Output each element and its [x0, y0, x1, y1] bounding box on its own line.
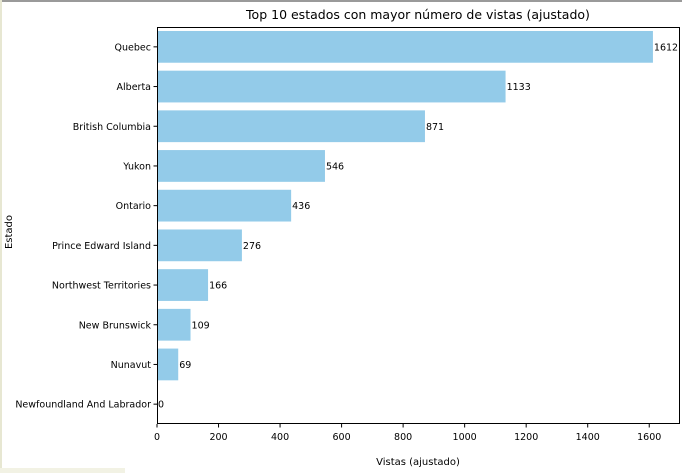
bar [157, 269, 209, 301]
bar [157, 189, 292, 222]
y-tick-label: New Brunswick [79, 320, 152, 331]
x-tick-label: 200 [209, 432, 227, 443]
x-tick-label: 800 [394, 432, 412, 443]
bar [157, 348, 179, 381]
data-label: 546 [326, 161, 344, 172]
bar [157, 308, 191, 341]
bar [157, 70, 506, 103]
x-ticks-group: 0 200 400 600 800 1000 1200 1400 1600 [154, 424, 661, 443]
y-tick-label: British Columbia [73, 122, 151, 133]
bar [157, 229, 242, 262]
data-label: 1133 [507, 82, 531, 93]
data-label: 436 [292, 201, 310, 212]
window-bottom-strip [0, 468, 125, 473]
window-left-border [0, 0, 2, 473]
y-tick-label: Alberta [117, 82, 151, 93]
y-tick-label: Newfoundland And Labrador [15, 400, 151, 411]
x-tick-label: 1400 [576, 432, 600, 443]
plot-area-frame [157, 27, 680, 424]
x-tick-label: 1000 [453, 432, 477, 443]
data-label: 276 [243, 241, 261, 252]
y-tick-label: Quebec [115, 42, 151, 53]
data-label: 871 [426, 122, 444, 133]
data-label: 166 [209, 281, 227, 292]
y-tick-label: Northwest Territories [52, 281, 151, 292]
chart-title: Top 10 estados con mayor número de vista… [245, 7, 590, 22]
window-top-border [0, 0, 682, 2]
y-axis-label: Estado [4, 215, 15, 249]
data-label: 69 [179, 360, 191, 371]
x-tick-label: 0 [154, 432, 160, 443]
y-tick-label: Prince Edward Island [52, 241, 151, 252]
data-label: 0 [158, 400, 164, 411]
data-label: 109 [192, 320, 210, 331]
x-tick-label: 400 [271, 432, 289, 443]
bars-group [157, 30, 653, 381]
data-labels-group: 1612 1133 871 546 436 276 166 109 69 0 [158, 42, 678, 410]
bar [157, 30, 653, 63]
bar [157, 110, 425, 143]
x-axis-label: Vistas (ajustado) [376, 457, 460, 468]
y-tick-label: Nunavut [111, 360, 152, 371]
x-tick-label: 1600 [637, 432, 661, 443]
y-tick-label: Yukon [122, 161, 151, 172]
x-tick-label: 600 [333, 432, 351, 443]
data-label: 1612 [654, 42, 678, 53]
bar [157, 150, 325, 182]
y-tick-label: Ontario [116, 201, 152, 212]
x-tick-label: 1200 [514, 432, 538, 443]
y-ticks-group: Quebec Alberta British Columbia Yukon Ontari… [15, 42, 157, 411]
